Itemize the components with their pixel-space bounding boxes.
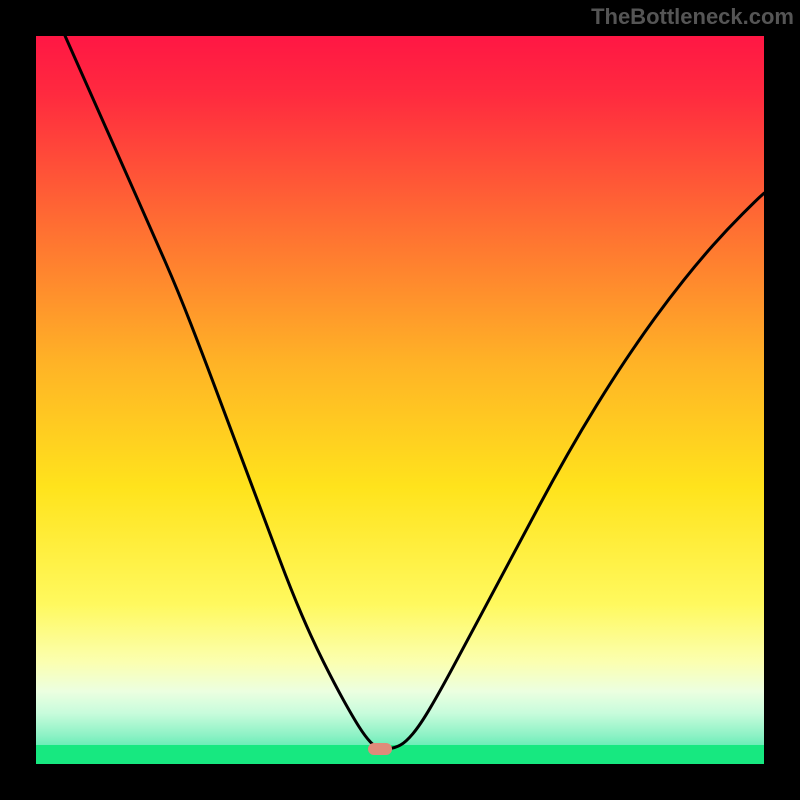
optimum-marker bbox=[368, 743, 392, 755]
watermark-text: TheBottleneck.com bbox=[591, 4, 794, 30]
chart-frame: TheBottleneck.com bbox=[0, 0, 800, 800]
bottleneck-curve bbox=[36, 36, 764, 764]
plot-area bbox=[36, 36, 764, 764]
